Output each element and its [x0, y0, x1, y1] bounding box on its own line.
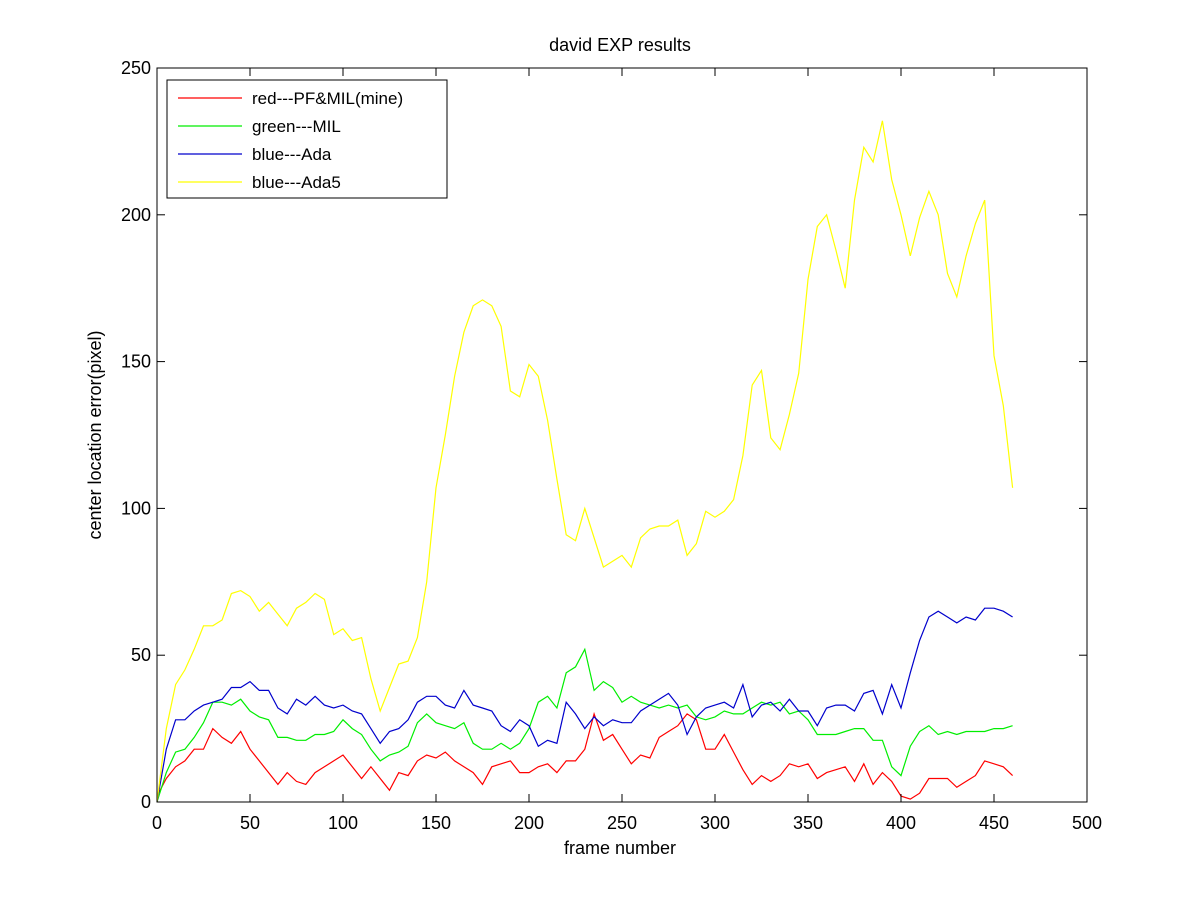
legend-label-4: blue---Ada5 — [252, 173, 341, 192]
legend-box — [166, 79, 448, 199]
y-tick-label: 0 — [141, 792, 151, 812]
x-tick-label: 300 — [700, 813, 730, 833]
x-axis-label: frame number — [564, 838, 676, 858]
plot-lines — [156, 120, 1014, 803]
legend-label-1: red---PF&MIL(mine) — [252, 89, 403, 108]
x-tick-label: 100 — [328, 813, 358, 833]
y-tick-label: 100 — [121, 498, 151, 518]
x-tick-label: 400 — [886, 813, 916, 833]
x-tick-label: 500 — [1072, 813, 1102, 833]
y-tick-label: 150 — [121, 352, 151, 372]
y-axis-ticks: 0 50 100 150 200 250 — [121, 58, 1087, 812]
y-tick-label: 50 — [131, 645, 151, 665]
chart-title: david EXP results — [549, 35, 691, 55]
x-tick-label: 50 — [240, 813, 260, 833]
x-axis-ticks: 0 50 100 150 200 250 300 350 400 450 500 — [152, 68, 1102, 833]
x-tick-label: 450 — [979, 813, 1009, 833]
legend-label-3: blue---Ada — [252, 145, 332, 164]
x-tick-label: 200 — [514, 813, 544, 833]
series-line-2 — [156, 647, 1013, 803]
legend: red---PF&MIL(mine) green---MIL blue---Ada b… — [166, 79, 448, 199]
series-line-1 — [156, 711, 1014, 800]
x-tick-label: 350 — [793, 813, 823, 833]
series-line-4 — [156, 120, 1014, 803]
y-tick-label: 250 — [121, 58, 151, 78]
x-tick-label: 0 — [152, 813, 162, 833]
legend-label-2: green---MIL — [252, 117, 341, 136]
y-tick-label: 200 — [121, 205, 151, 225]
y-axis-label: center location error(pixel) — [85, 330, 105, 539]
series-line-3 — [156, 607, 1013, 803]
x-tick-label: 250 — [607, 813, 637, 833]
x-tick-label: 150 — [421, 813, 451, 833]
